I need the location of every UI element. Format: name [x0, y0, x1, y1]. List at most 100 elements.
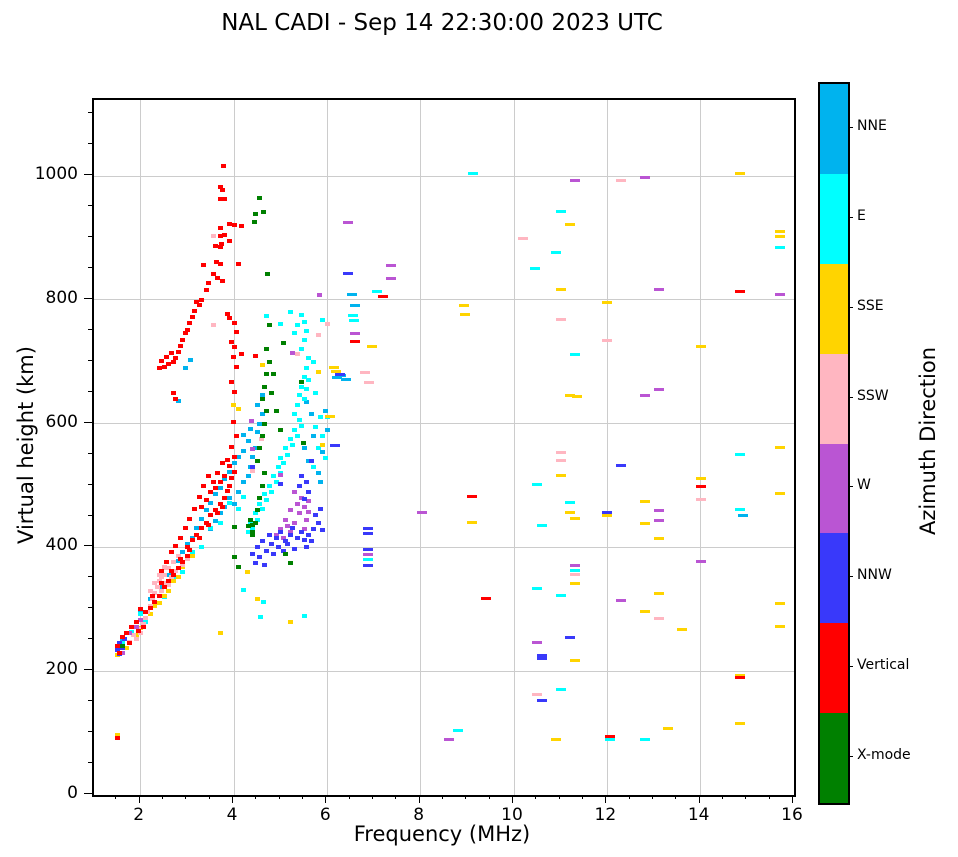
- data-point-vertical: [208, 489, 214, 494]
- data-point-nnw: [287, 533, 293, 538]
- chart-title: NAL CADI - Sep 14 22:30:00 2023 UTC: [221, 10, 663, 36]
- data-point-w: [294, 502, 300, 507]
- data-point-vertical: [182, 525, 188, 530]
- data-point-vertical: [217, 226, 223, 231]
- data-point-nne: [180, 550, 186, 555]
- data-point-vertical: [126, 640, 132, 645]
- data-point-nnw: [602, 511, 613, 515]
- data-point-e: [250, 526, 256, 531]
- axis-tick: [418, 795, 420, 803]
- data-point-nnw: [292, 546, 298, 551]
- data-point-x-mode: [252, 520, 258, 525]
- data-point-e: [180, 570, 186, 575]
- data-point-vertical: [135, 628, 141, 633]
- data-point-vertical: [481, 596, 491, 600]
- data-point-nnw: [282, 539, 288, 544]
- data-point-nne: [341, 377, 351, 381]
- data-point-sse: [565, 511, 575, 515]
- axis-tick: [88, 607, 92, 609]
- plot-area: [92, 98, 796, 797]
- data-point-vertical: [159, 358, 165, 363]
- colorbar-label-e: E: [857, 207, 866, 224]
- data-point-vertical: [159, 581, 165, 586]
- axis-tick: [745, 795, 747, 799]
- data-point-sse: [217, 630, 223, 635]
- data-point-sse: [366, 345, 377, 349]
- gridline: [94, 299, 794, 301]
- data-point-nne: [212, 492, 218, 497]
- data-point-sse: [244, 570, 250, 575]
- colorbar-tick: [848, 306, 853, 308]
- data-point-sse: [147, 612, 153, 617]
- data-point-nnw: [537, 653, 547, 657]
- data-point-vertical: [180, 560, 186, 565]
- data-point-nne: [254, 430, 260, 435]
- axis-tick: [88, 266, 92, 268]
- data-point-sse: [460, 312, 470, 316]
- data-point-x-mode: [265, 271, 271, 276]
- colorbar-label-nnw: NNW: [857, 567, 892, 584]
- data-point-nne: [212, 519, 218, 524]
- data-point-vertical: [173, 544, 179, 549]
- data-point-e: [303, 387, 309, 392]
- axis-tick: [84, 669, 92, 671]
- data-point-vertical: [159, 568, 165, 573]
- data-point-vertical: [147, 606, 153, 611]
- data-point-nne: [166, 572, 172, 577]
- data-point-vertical: [128, 624, 134, 629]
- data-point-x-mode: [261, 421, 267, 426]
- data-point-e: [245, 529, 251, 534]
- axis-tick: [232, 795, 233, 803]
- gridline: [606, 100, 608, 795]
- data-point-ssw: [173, 568, 179, 573]
- colorbar-tick: [848, 396, 853, 398]
- data-point-nne: [310, 434, 316, 439]
- gridline: [94, 423, 794, 425]
- data-point-vertical: [222, 473, 228, 478]
- data-point-vertical: [212, 244, 218, 249]
- data-point-e: [551, 250, 561, 254]
- data-point-nnw: [315, 520, 321, 525]
- data-point-vertical: [180, 337, 186, 342]
- data-point-vertical: [124, 630, 130, 635]
- data-point-e: [555, 687, 566, 691]
- data-point-vertical: [196, 302, 202, 307]
- data-point-vertical: [252, 353, 258, 358]
- axis-tick: [88, 236, 92, 237]
- data-point-nnw: [299, 474, 305, 479]
- data-point-ssw: [315, 333, 321, 338]
- data-point-w: [616, 598, 627, 602]
- data-point-w: [287, 529, 293, 534]
- data-point-w: [653, 287, 664, 291]
- axis-tick: [395, 795, 397, 799]
- data-point-nne: [226, 469, 232, 474]
- data-point-x-mode: [257, 196, 263, 201]
- gridline: [700, 100, 702, 795]
- data-point-vertical: [230, 419, 236, 424]
- data-point-e: [217, 520, 223, 525]
- colorbar-tick: [848, 486, 853, 488]
- data-point-vertical: [229, 379, 235, 384]
- data-point-nnw: [266, 533, 272, 538]
- data-point-sse: [695, 477, 706, 481]
- data-point-nnw: [317, 507, 323, 512]
- colorbar-segment-nne: [820, 84, 848, 174]
- axis-tick: [465, 795, 467, 799]
- gridline: [420, 100, 422, 795]
- data-point-e: [247, 520, 253, 525]
- data-point-sse: [735, 171, 746, 175]
- data-point-e: [320, 434, 326, 439]
- data-point-x-mode: [261, 384, 267, 389]
- data-point-vertical: [220, 188, 226, 193]
- data-point-vertical: [198, 297, 204, 302]
- data-point-vertical: [177, 535, 183, 540]
- data-point-e: [299, 347, 305, 352]
- data-point-vertical: [224, 488, 230, 493]
- data-point-e: [226, 500, 232, 505]
- data-point-ssw: [602, 338, 613, 342]
- data-point-e: [280, 461, 286, 466]
- colorbar-label-x-mode: X-mode: [857, 747, 911, 764]
- gridline: [326, 100, 328, 795]
- data-point-nnw: [334, 372, 345, 376]
- data-point-nnw: [296, 483, 302, 488]
